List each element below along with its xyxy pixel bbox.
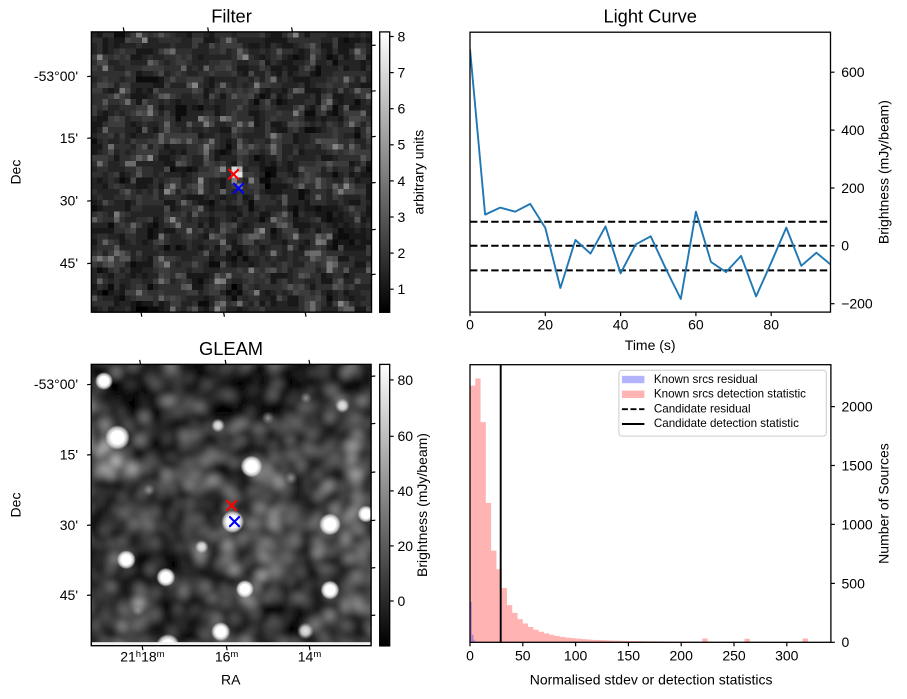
svg-text:30': 30' <box>60 517 78 533</box>
svg-text:45': 45' <box>60 255 78 271</box>
svg-text:Dec: Dec <box>8 160 24 185</box>
svg-text:Normalised stdev or detection: Normalised stdev or detection statistics <box>530 671 773 687</box>
svg-text:3: 3 <box>398 209 406 225</box>
svg-text:100: 100 <box>564 647 588 663</box>
svg-text:200: 200 <box>841 180 865 196</box>
svg-text:45': 45' <box>60 587 78 603</box>
svg-text:GLEAM: GLEAM <box>199 338 263 359</box>
svg-text:15': 15' <box>60 130 78 146</box>
svg-text:-53°00': -53°00' <box>34 376 78 392</box>
svg-text:500: 500 <box>842 575 866 591</box>
svg-text:20: 20 <box>538 317 554 333</box>
svg-text:200: 200 <box>670 647 694 663</box>
svg-text:0: 0 <box>466 317 474 333</box>
svg-text:1500: 1500 <box>842 457 873 473</box>
svg-text:400: 400 <box>841 122 865 138</box>
svg-text:40: 40 <box>398 483 414 499</box>
svg-text:20: 20 <box>398 538 414 554</box>
svg-text:arbitrary units: arbitrary units <box>411 130 427 215</box>
svg-text:8: 8 <box>398 28 406 44</box>
svg-text:15': 15' <box>60 447 78 463</box>
svg-text:40: 40 <box>613 317 629 333</box>
svg-text:150: 150 <box>617 647 641 663</box>
svg-text:1000: 1000 <box>842 516 873 532</box>
svg-text:2: 2 <box>398 245 406 261</box>
svg-text:Dec: Dec <box>8 493 24 518</box>
svg-text:5: 5 <box>398 137 406 153</box>
svg-text:60: 60 <box>398 428 414 444</box>
svg-text:−200: −200 <box>841 296 873 312</box>
svg-text:80: 80 <box>763 317 779 333</box>
svg-text:Brightness (mJy/beam): Brightness (mJy/beam) <box>414 433 430 577</box>
svg-text:Candidate detection statistic: Candidate detection statistic <box>654 417 799 430</box>
svg-text:4: 4 <box>398 173 406 189</box>
svg-text:30': 30' <box>60 193 78 209</box>
svg-text:Light Curve: Light Curve <box>603 6 697 27</box>
svg-text:60: 60 <box>688 317 704 333</box>
svg-text:2000: 2000 <box>842 399 873 415</box>
svg-text:6: 6 <box>398 101 406 117</box>
svg-text:0: 0 <box>841 238 849 254</box>
svg-text:21h18m: 21h18m <box>120 649 164 665</box>
svg-text:0: 0 <box>842 634 850 650</box>
svg-text:RA: RA <box>221 671 241 687</box>
svg-text:Brightness (mJy/beam): Brightness (mJy/beam) <box>876 100 892 244</box>
svg-text:Filter: Filter <box>211 6 252 27</box>
svg-text:1: 1 <box>398 281 406 297</box>
svg-text:50: 50 <box>515 647 531 663</box>
svg-text:Known srcs detection statistic: Known srcs detection statistic <box>654 388 806 401</box>
svg-text:Known srcs residual: Known srcs residual <box>654 373 758 386</box>
svg-text:-53°00': -53°00' <box>34 68 78 84</box>
svg-text:300: 300 <box>775 647 799 663</box>
svg-text:Time (s): Time (s) <box>625 337 676 353</box>
svg-text:0: 0 <box>466 647 474 663</box>
svg-text:0: 0 <box>398 593 406 609</box>
svg-text:Number of Sources: Number of Sources <box>876 443 892 564</box>
svg-text:Candidate residual: Candidate residual <box>654 402 751 415</box>
svg-text:600: 600 <box>841 64 865 80</box>
svg-text:80: 80 <box>398 372 414 388</box>
svg-text:7: 7 <box>398 65 406 81</box>
svg-text:250: 250 <box>722 647 746 663</box>
